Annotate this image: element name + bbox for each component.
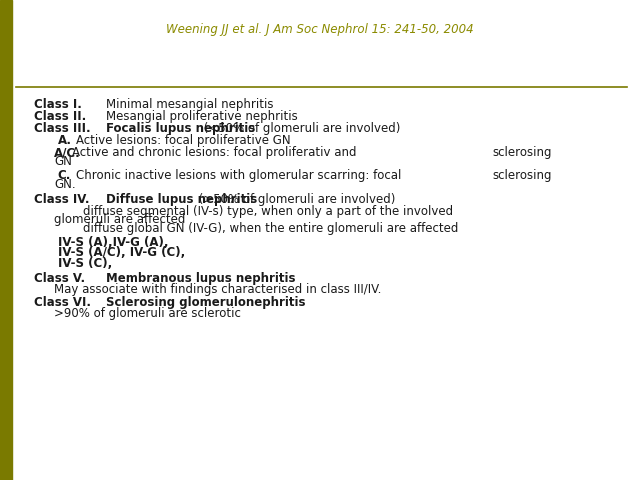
Text: IV-S (C),: IV-S (C), [58,257,112,270]
Text: IV-S (A/C), IV-G (C),: IV-S (A/C), IV-G (C), [58,246,185,260]
Text: Mesangial proliferative nephritis: Mesangial proliferative nephritis [106,110,298,123]
Text: May associate with findings characterised in class III/IV.: May associate with findings characterise… [54,283,382,297]
Text: Active and chronic lesions: focal proliferativ and: Active and chronic lesions: focal prolif… [72,146,357,159]
Text: Diffuse lupus nephritis: Diffuse lupus nephritis [106,192,257,206]
Text: C.: C. [58,168,71,182]
Text: >90% of glomeruli are sclerotic: >90% of glomeruli are sclerotic [54,307,241,320]
Text: diffuse global GN (IV-G), when the entire glomeruli are affected: diffuse global GN (IV-G), when the entir… [83,222,459,236]
Text: Membranous lupus nephritis: Membranous lupus nephritis [106,272,295,285]
Text: (<50% of glomeruli are involved): (<50% of glomeruli are involved) [200,122,401,135]
Text: sclerosing: sclerosing [493,146,552,159]
Text: Active lesions: focal proliferative GN: Active lesions: focal proliferative GN [76,134,290,147]
Text: (>50% of glomeruli are involved): (>50% of glomeruli are involved) [195,192,396,206]
Text: glomeruli are affected: glomeruli are affected [54,213,186,227]
Text: Sclerosing glomerulonephritis: Sclerosing glomerulonephritis [106,296,305,309]
Text: GN: GN [54,155,72,168]
Text: Class II.: Class II. [34,110,86,123]
Text: Class I.: Class I. [34,98,82,111]
Text: Focalis lupus nephritis: Focalis lupus nephritis [106,122,255,135]
Text: Weening JJ et al. J Am Soc Nephrol 15: 241-50, 2004: Weening JJ et al. J Am Soc Nephrol 15: 2… [166,23,474,36]
Text: A.: A. [58,134,72,147]
Text: sclerosing: sclerosing [493,168,552,182]
Text: Class III.: Class III. [34,122,90,135]
Text: Chronic inactive lesions with glomerular scarring: focal: Chronic inactive lesions with glomerular… [76,168,401,182]
Text: Minimal mesangial nephritis: Minimal mesangial nephritis [106,98,273,111]
Text: GN.: GN. [54,178,76,191]
Text: IV-S (A),IV-G (A),: IV-S (A),IV-G (A), [58,236,168,249]
Text: Class VI.: Class VI. [34,296,91,309]
Text: Class V.: Class V. [34,272,85,285]
Text: A/C.: A/C. [54,146,81,159]
Text: diffuse segmental (IV-s) type, when only a part of the involved: diffuse segmental (IV-s) type, when only… [83,204,453,218]
Text: Class IV.: Class IV. [34,192,90,206]
